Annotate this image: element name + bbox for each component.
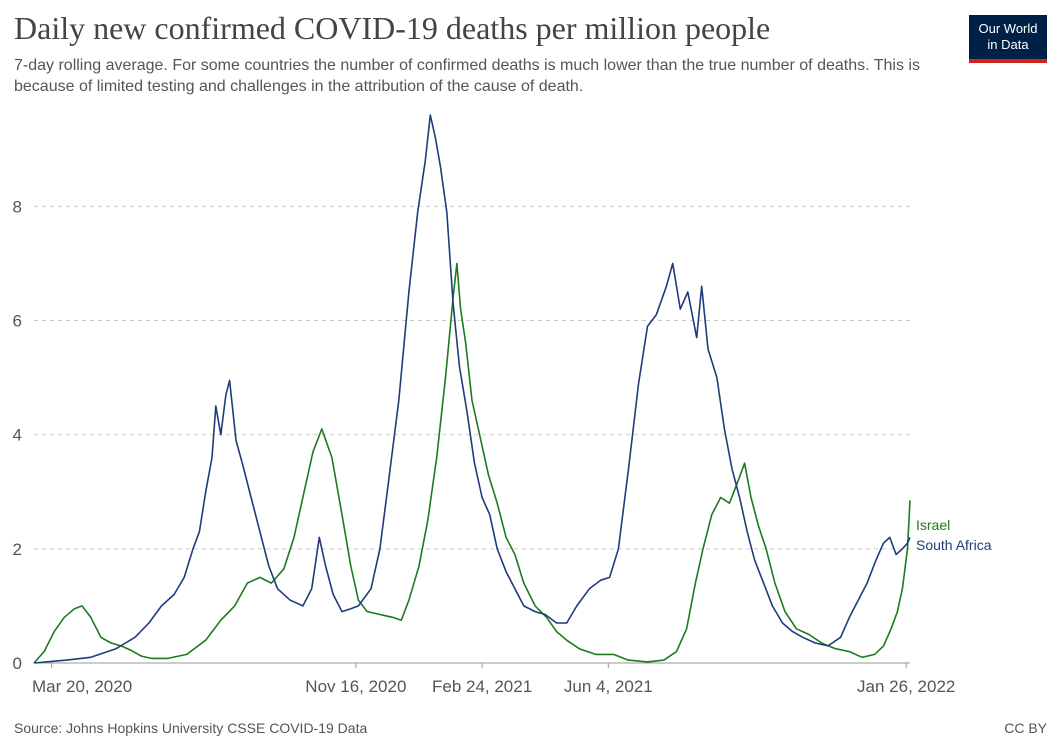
- series-labels: Israel South Africa: [916, 517, 992, 553]
- y-tick-label: 4: [13, 426, 22, 445]
- axis: 0 2 4 6 8 Mar 20, 2020 Nov 16, 2020 Feb 24, 202…: [13, 197, 956, 696]
- series-label-israel: Israel: [916, 517, 950, 533]
- y-tick-label: 2: [13, 540, 22, 559]
- series-label-south-africa: South Africa: [916, 537, 992, 553]
- x-tick-label: Jan 26, 2022: [857, 677, 955, 696]
- logo-line-2: in Data: [987, 37, 1029, 52]
- grid-lines: [34, 205, 910, 550]
- x-tick-label: Mar 20, 2020: [32, 677, 132, 696]
- y-tick-label: 6: [13, 312, 22, 331]
- x-tick-label: Feb 24, 2021: [432, 677, 532, 696]
- source-note: Source: Johns Hopkins University CSSE CO…: [14, 720, 368, 736]
- series-line-israel: [33, 262, 911, 664]
- y-tick-label: 0: [13, 654, 22, 673]
- x-tick-label: Jun 4, 2021: [564, 677, 653, 696]
- y-tick-label: 8: [13, 197, 22, 216]
- line-chart: 0 2 4 6 8 Mar 20, 2020 Nov 16, 2020 Feb 24, 202…: [13, 114, 992, 696]
- x-tick-label: Nov 16, 2020: [305, 677, 406, 696]
- owid-logo[interactable]: Our World in Data: [969, 15, 1047, 63]
- series-lines: [33, 114, 911, 664]
- chart-subtitle: 7-day rolling average. For some countrie…: [14, 57, 920, 96]
- series-line-south-africa: [33, 114, 911, 664]
- logo-line-1: Our World: [978, 21, 1038, 36]
- license-link[interactable]: CC BY: [1004, 720, 1047, 736]
- chart-title: Daily new confirmed COVID-19 deaths per …: [14, 10, 771, 46]
